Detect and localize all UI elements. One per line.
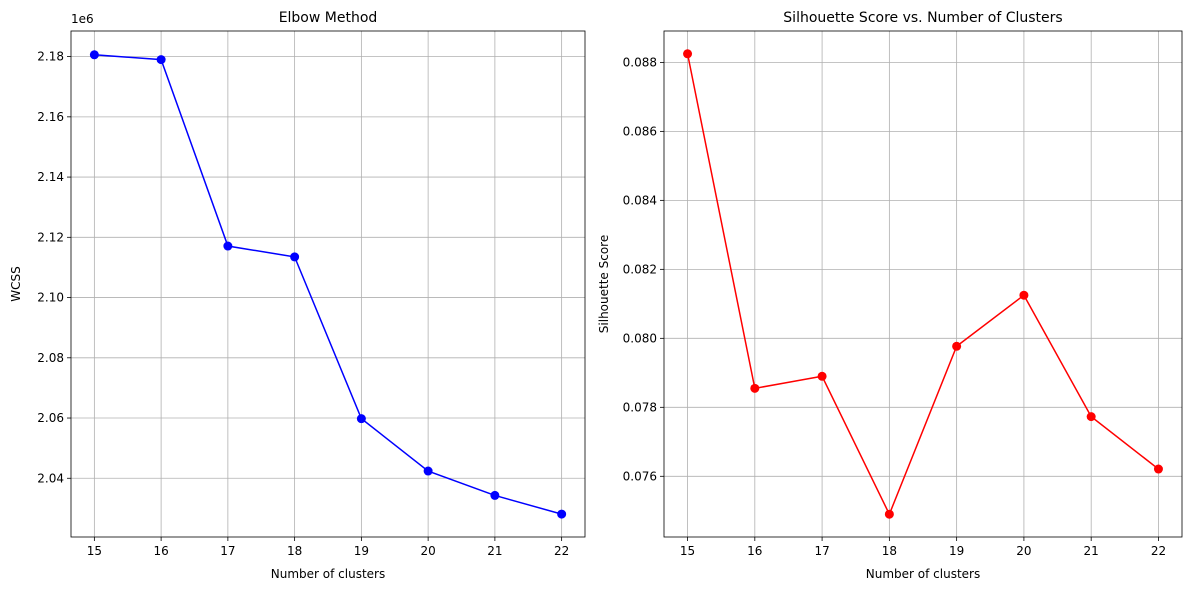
elbow-title: Elbow Method <box>279 10 378 26</box>
silhouette-data-point <box>750 383 760 393</box>
elbow-y-tick-label: 2.14 <box>37 170 64 184</box>
silhouette-y-tick-label: 0.080 <box>623 331 657 345</box>
elbow-y-tick-label: 2.06 <box>37 411 64 425</box>
silhouette-axes-frame <box>663 30 1183 538</box>
silhouette-y-tick-label: 0.084 <box>623 193 657 207</box>
elbow-series-line <box>94 54 562 515</box>
elbow-y-axis-label: WCSS <box>9 266 23 301</box>
elbow-x-tick-label: 15 <box>87 544 102 558</box>
elbow-data-point <box>223 241 233 251</box>
elbow-x-tick-label: 19 <box>354 544 369 558</box>
silhouette-x-tick-label: 16 <box>747 544 762 558</box>
elbow-plot: 15 16 17 18 19 20 21 22 2.04 2.06 2.08 2.10 2.12 2.14… <box>9 10 586 581</box>
silhouette-plot: 15 16 17 18 19 20 21 22 0.076 0.078 0.080 0.082 0.08… <box>597 10 1183 581</box>
silhouette-data-point <box>884 509 894 519</box>
elbow-x-tick-label: 17 <box>220 544 235 558</box>
silhouette-data-point <box>683 49 693 59</box>
silhouette-data-point <box>1086 412 1096 422</box>
silhouette-y-tick-label: 0.078 <box>623 400 657 414</box>
silhouette-y-axis-label: Silhouette Score <box>597 235 611 333</box>
silhouette-x-tick-label: 22 <box>1151 544 1166 558</box>
silhouette-y-tick-label: 0.082 <box>623 262 657 276</box>
elbow-y-tick-label: 2.10 <box>37 291 64 305</box>
elbow-x-tick-label: 20 <box>420 544 435 558</box>
silhouette-data-point <box>1019 290 1029 300</box>
elbow-y-tick-label: 2.16 <box>37 110 64 124</box>
silhouette-x-axis-label: Number of clusters <box>866 567 980 581</box>
elbow-y-tick-label: 2.04 <box>37 471 64 485</box>
silhouette-data-point <box>817 371 827 381</box>
silhouette-y-tick-label: 0.088 <box>623 55 657 69</box>
elbow-data-point <box>423 466 433 476</box>
silhouette-x-tick-label: 21 <box>1084 544 1099 558</box>
silhouette-x-tick-label: 18 <box>882 544 897 558</box>
elbow-axes-frame <box>70 30 586 538</box>
elbow-y-tick-label: 2.08 <box>37 351 64 365</box>
silhouette-series-line <box>686 53 1159 517</box>
elbow-y-tick-label: 2.18 <box>37 50 64 64</box>
elbow-x-tick-label: 21 <box>487 544 502 558</box>
silhouette-x-tick-label: 17 <box>814 544 829 558</box>
silhouette-x-tick-label: 20 <box>1016 544 1031 558</box>
elbow-data-point <box>156 55 166 65</box>
elbow-data-point <box>557 509 567 519</box>
elbow-y-tick-label: 2.12 <box>37 230 64 244</box>
elbow-data-point <box>290 252 300 262</box>
silhouette-data-point <box>1153 464 1163 474</box>
elbow-x-axis-label: Number of clusters <box>271 567 385 581</box>
elbow-x-tick-label: 18 <box>287 544 302 558</box>
elbow-data-point <box>89 50 99 60</box>
elbow-x-tick-label: 22 <box>554 544 569 558</box>
silhouette-title: Silhouette Score vs. Number of Clusters <box>783 10 1062 26</box>
silhouette-data-point <box>952 341 962 351</box>
silhouette-y-tick-label: 0.086 <box>623 124 657 138</box>
silhouette-y-tick-label: 0.076 <box>623 469 657 483</box>
elbow-x-tick-label: 16 <box>153 544 168 558</box>
elbow-data-point <box>490 490 500 500</box>
elbow-y-offset-label: 1e6 <box>71 12 94 26</box>
silhouette-x-tick-label: 15 <box>680 544 695 558</box>
elbow-data-point <box>356 414 366 424</box>
silhouette-x-tick-label: 19 <box>949 544 964 558</box>
